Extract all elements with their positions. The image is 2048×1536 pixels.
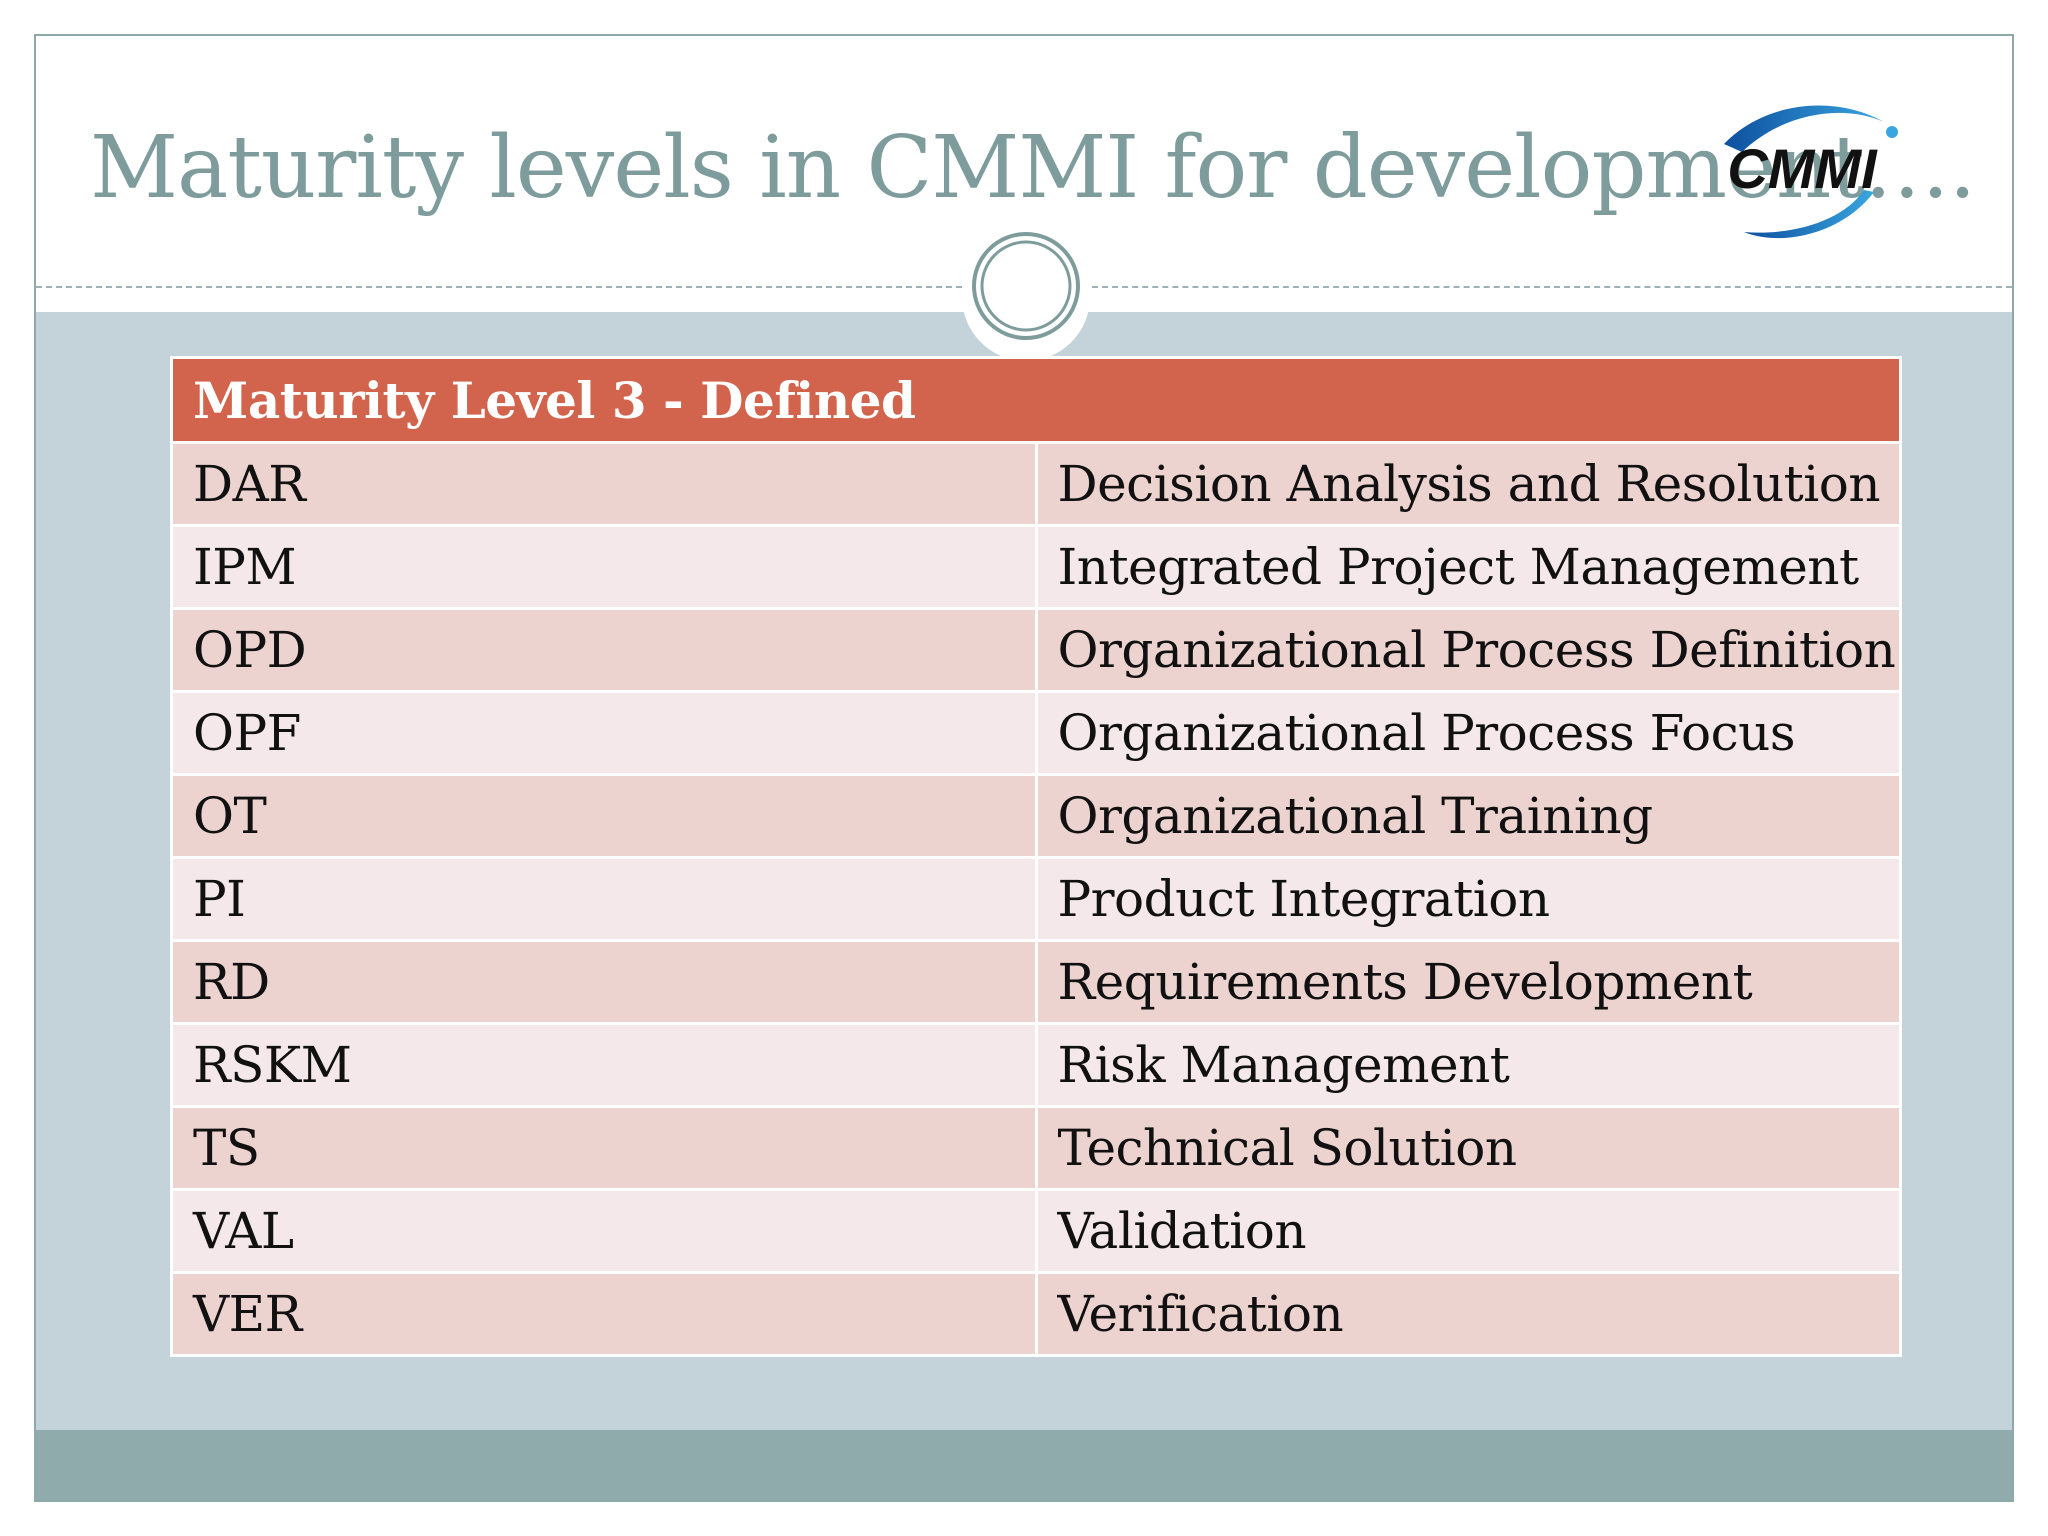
table-row: VAL Validation [170,1188,1902,1274]
process-area-abbr: TS [170,1105,1038,1191]
table-header-row: Maturity Level 3 - Defined [170,356,1902,444]
process-area-abbr: OPD [170,607,1038,693]
process-area-name: Risk Management [1034,1022,1902,1108]
table-header: Maturity Level 3 - Defined [170,356,1902,444]
table-row: DAR Decision Analysis and Resolution [170,441,1902,527]
slide: Maturity levels in CMMI for development…… [34,34,2014,1502]
slide-header: Maturity levels in CMMI for development…… [36,36,2012,312]
table-row: RSKM Risk Management [170,1022,1902,1108]
process-area-name: Verification [1034,1271,1902,1357]
process-area-name: Technical Solution [1034,1105,1902,1191]
process-area-abbr: DAR [170,441,1038,527]
process-area-abbr: RSKM [170,1022,1038,1108]
table-row: OPF Organizational Process Focus [170,690,1902,776]
process-area-name: Decision Analysis and Resolution [1034,441,1902,527]
footer-band [36,1430,2012,1500]
cmmi-logo: CMMI [1724,105,1898,239]
process-area-name: Requirements Development [1034,939,1902,1025]
process-area-abbr: RD [170,939,1038,1025]
process-area-abbr: OPF [170,690,1038,776]
svg-text:CMMI: CMMI [1727,137,1878,200]
table-row: OT Organizational Training [170,773,1902,859]
circle-ornament-icon [962,232,1090,361]
process-area-abbr: PI [170,856,1038,942]
table-row: PI Product Integration [170,856,1902,942]
maturity-table-container: Maturity Level 3 - Defined DAR Decision … [170,356,1902,1357]
table-row: RD Requirements Development [170,939,1902,1025]
process-area-name: Product Integration [1034,856,1902,942]
process-area-name: Organizational Process Definition [1034,607,1902,693]
process-area-abbr: OT [170,773,1038,859]
table-row: OPD Organizational Process Definition [170,607,1902,693]
process-area-name: Integrated Project Management [1034,524,1902,610]
maturity-level-table: Maturity Level 3 - Defined DAR Decision … [170,356,1902,1357]
slide-title: Maturity levels in CMMI for development…… [90,118,1976,218]
header-divider-right [1092,286,2012,288]
process-area-name: Organizational Training [1034,773,1902,859]
table-row: IPM Integrated Project Management [170,524,1902,610]
header-divider-left [36,286,962,288]
table-row: TS Technical Solution [170,1105,1902,1191]
process-area-abbr: VAL [170,1188,1038,1274]
table-row: VER Verification [170,1271,1902,1357]
process-area-name: Validation [1034,1188,1902,1274]
process-area-name: Organizational Process Focus [1034,690,1902,776]
process-area-abbr: IPM [170,524,1038,610]
process-area-abbr: VER [170,1271,1038,1357]
